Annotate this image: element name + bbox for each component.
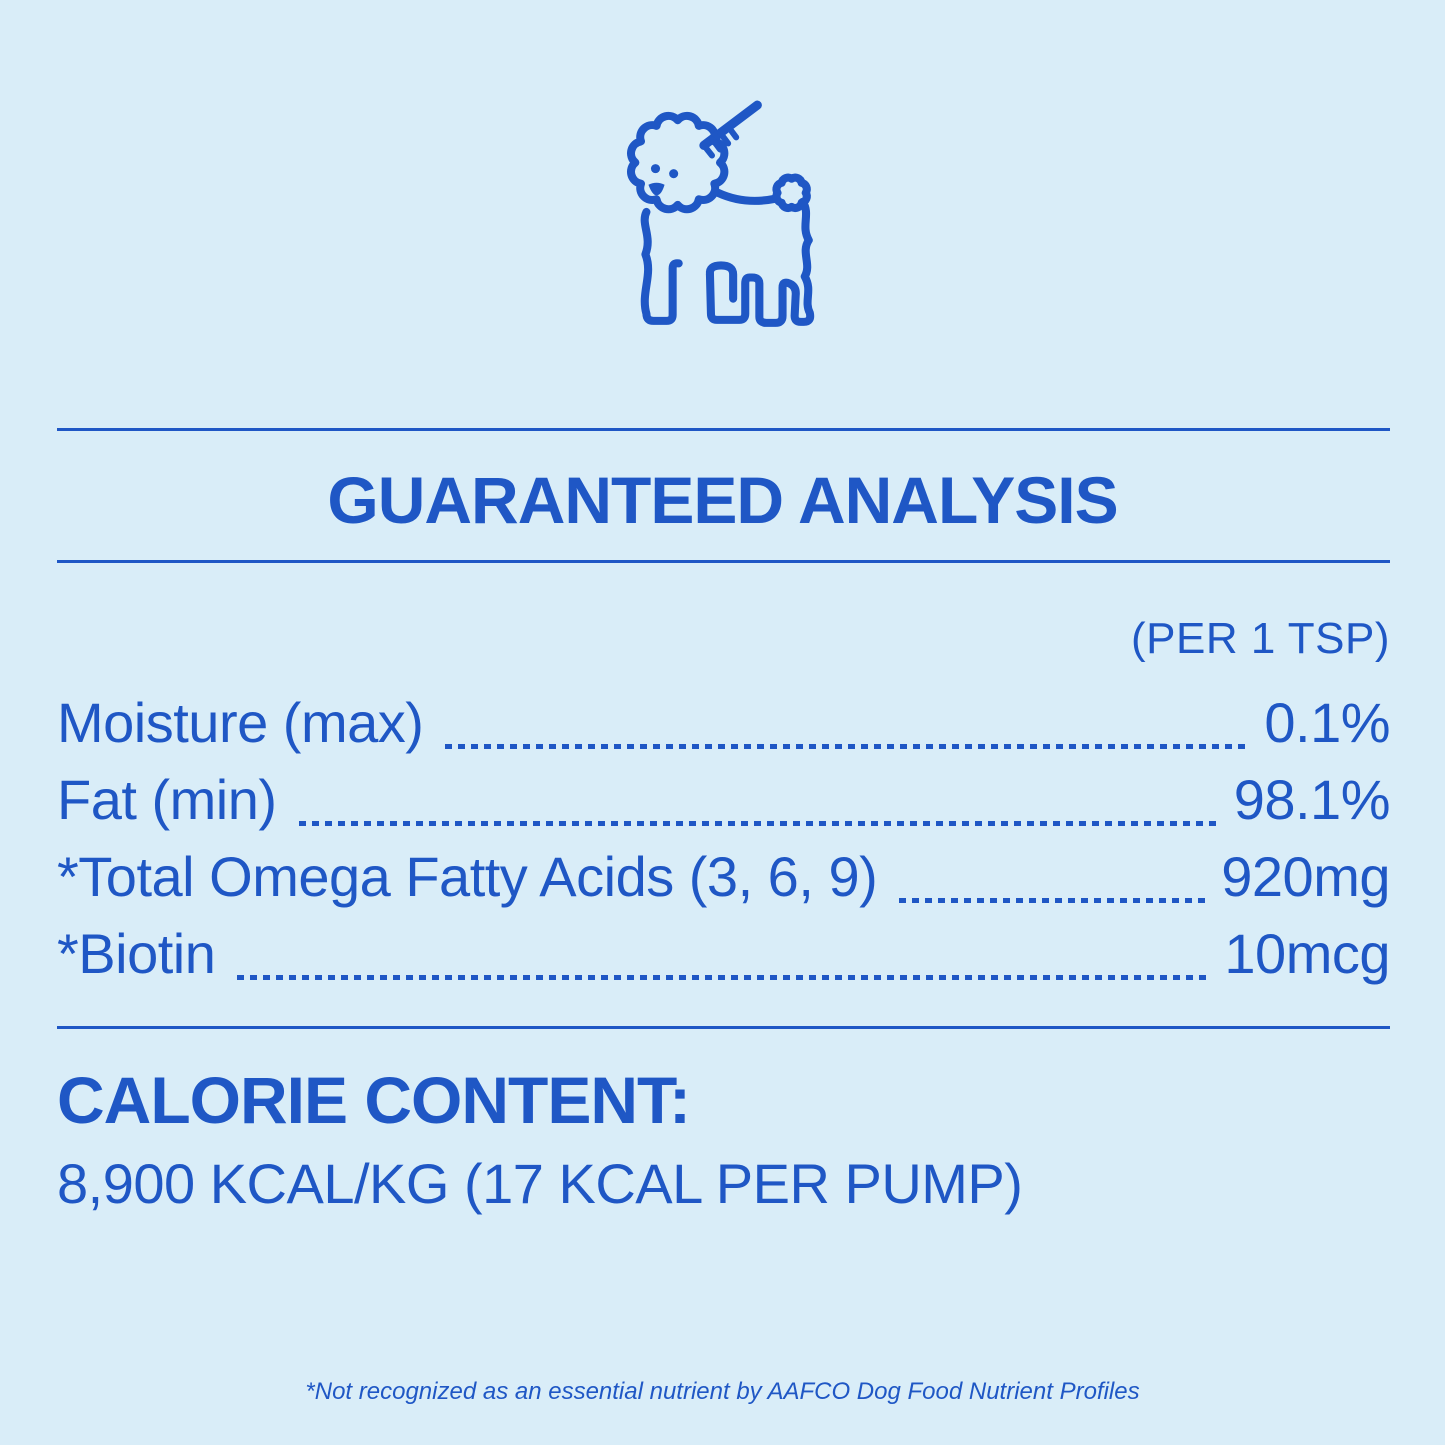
analysis-row-value: 0.1%: [1264, 691, 1390, 754]
analysis-row: Fat (min) 98.1%: [57, 761, 1391, 838]
analysis-row-value: 98.1%: [1233, 768, 1391, 831]
dog-tail: [772, 173, 811, 212]
dog-head: [627, 111, 729, 214]
dog-grooming-illustration: [627, 100, 815, 327]
dotted-leader: [237, 975, 1211, 980]
dog-eye: [650, 164, 661, 174]
analysis-row-label: *Total Omega Fatty Acids (3, 6, 9): [57, 845, 878, 908]
dog-back-line: [713, 188, 779, 205]
calorie-content-title: CALORIE CONTENT:: [57, 1063, 691, 1137]
calorie-content-detail: 8,900 KCAL/KG (17 KCAL PER PUMP): [57, 1152, 1023, 1215]
analysis-row-label: *Biotin: [57, 922, 216, 985]
dog-eye: [669, 169, 679, 179]
analysis-row: Moisture (max) 0.1%: [57, 684, 1390, 761]
analysis-row-label: Fat (min): [57, 768, 277, 831]
dog-body-outline: [705, 197, 815, 327]
dotted-leader: [445, 744, 1251, 749]
dog-front-leg-far: [705, 261, 738, 303]
analysis-row-label: Moisture (max): [57, 691, 424, 754]
analysis-row-value: 920mg: [1221, 845, 1390, 908]
analysis-row: *Total Omega Fatty Acids (3, 6, 9) 920mg: [57, 838, 1390, 915]
dotted-leader: [899, 898, 1208, 903]
comb-teeth-icon: [700, 123, 740, 159]
divider-above-calories: [57, 1026, 1390, 1029]
guaranteed-analysis-title: GUARANTEED ANALYSIS: [327, 463, 1118, 537]
analysis-row-value: 10mcg: [1224, 922, 1390, 985]
divider-under-title: [57, 560, 1390, 563]
analysis-table: Moisture (max) 0.1% Fat (min) 98.1% *Tot…: [57, 684, 1391, 992]
divider-top: [57, 428, 1390, 431]
aafco-footnote: *Not recognized as an essential nutrient…: [305, 1378, 1140, 1405]
per-unit-note: (PER 1 TSP): [1131, 614, 1390, 663]
dotted-leader: [298, 821, 1220, 826]
dog-nose: [648, 182, 665, 196]
analysis-row: *Biotin 10mcg: [57, 915, 1390, 992]
dog-front-leg-near: [640, 207, 683, 325]
